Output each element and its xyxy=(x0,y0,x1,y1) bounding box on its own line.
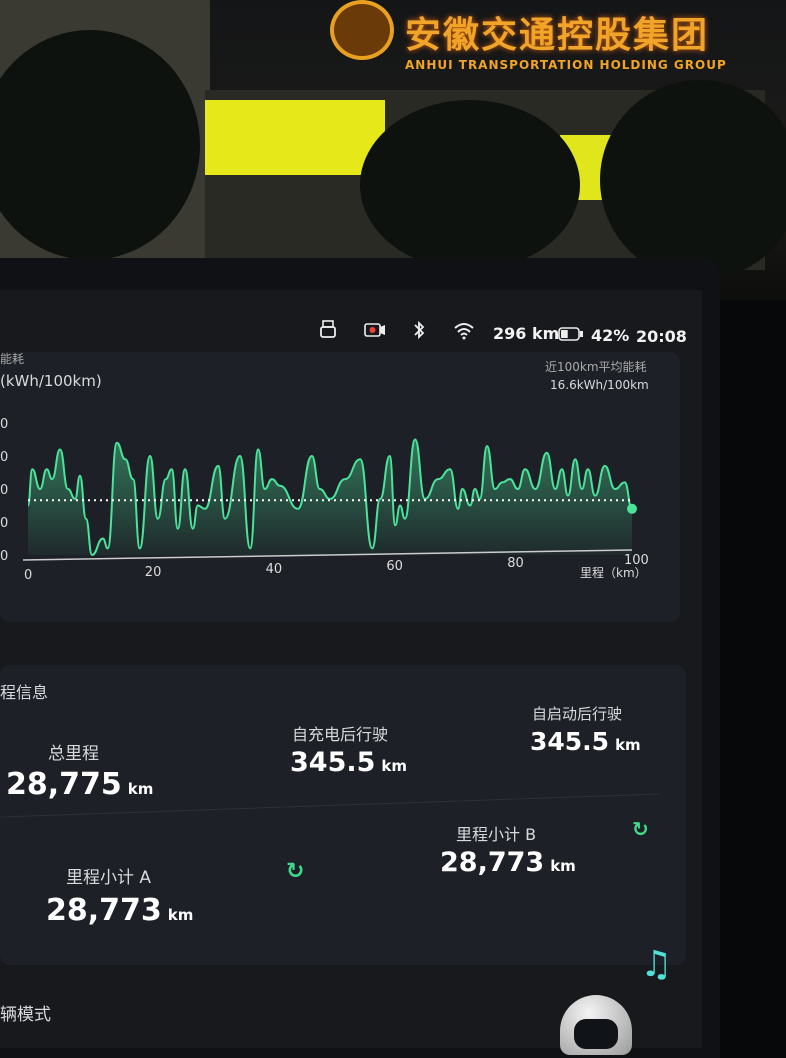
x-tick-label: 100 xyxy=(624,553,649,568)
company-logo xyxy=(330,0,394,60)
building-sign-subtitle: ANHUI TRANSPORTATION HOLDING GROUP xyxy=(405,58,727,72)
x-tick-label: 0 xyxy=(24,568,32,583)
tree xyxy=(0,30,200,260)
y-tick-label: 0 xyxy=(0,549,8,564)
x-tick-label: 40 xyxy=(266,562,283,577)
unit: km xyxy=(381,757,408,775)
x-tick-label: 80 xyxy=(507,556,524,571)
since-charge-label: 自充电后行驶 xyxy=(292,725,389,744)
clock: 20:08 xyxy=(636,327,687,346)
bluetooth-icon[interactable] xyxy=(412,320,426,340)
x-tick-label: 20 xyxy=(145,565,162,580)
chart-title: 能耗 xyxy=(0,352,25,366)
trip-b-label: 里程小计 B xyxy=(456,825,537,844)
total-mileage-value: 28,775 km xyxy=(6,767,153,802)
robot-face xyxy=(574,1019,618,1049)
shop-sign xyxy=(205,100,385,175)
assistant-robot-icon[interactable] xyxy=(560,995,632,1055)
y-tick-label: 0 xyxy=(0,417,8,432)
music-note-icon[interactable]: ♫ xyxy=(640,944,673,985)
battery-icon xyxy=(558,327,583,341)
trip-a-value: 28,773 km xyxy=(46,893,193,928)
building-sign-title: 安徽交通控股集团 xyxy=(405,15,710,56)
chart-line xyxy=(27,438,633,557)
vehicle-mode-title: 辆模式 xyxy=(0,1005,51,1025)
unit: km xyxy=(615,736,641,754)
value: 28,775 xyxy=(6,767,122,802)
background-scene: 安徽交通控股集团 ANHUI TRANSPORTATION HOLDING GR… xyxy=(0,0,786,300)
y-tick-label: 0 xyxy=(0,483,8,498)
trip-a-reset-icon[interactable]: ↻ xyxy=(286,859,305,884)
chart-area-fill xyxy=(28,439,632,555)
dashcam-recording-icon[interactable] xyxy=(364,323,386,337)
trip-info-title: 程信息 xyxy=(0,683,49,702)
tree xyxy=(600,80,786,280)
usb-icon xyxy=(320,320,336,338)
battery-percent: 42% xyxy=(591,326,630,345)
value: 28,773 xyxy=(46,893,162,928)
avg-consumption-label: 近100km平均能耗 xyxy=(545,360,647,374)
x-axis xyxy=(22,549,633,561)
range-readout: 296 km xyxy=(493,324,560,343)
total-mileage-label: 总里程 xyxy=(48,744,99,764)
trip-a-label: 里程小计 A xyxy=(66,868,152,888)
unit: km xyxy=(127,780,154,798)
y-tick-label: 0 xyxy=(0,450,8,465)
value: 345.5 xyxy=(530,727,610,756)
wifi-icon[interactable] xyxy=(453,322,475,340)
y-tick-label: 0 xyxy=(0,516,8,531)
x-tick-label: 60 xyxy=(386,559,403,574)
unit: km xyxy=(167,906,194,924)
avg-consumption-value: 16.6kWh/100km xyxy=(550,378,649,392)
since-start-value: 345.5 km xyxy=(530,727,641,756)
trip-info-panel: 程信息 总里程 28,775 km 自充电后行驶 345.5 km 自启动后行驶 3… xyxy=(0,665,686,965)
chart-unit-label: (kWh/100km) xyxy=(0,372,102,390)
value: 28,773 xyxy=(440,847,545,878)
x-axis-label: 里程（km） xyxy=(580,565,647,580)
trip-b-reset-icon[interactable]: ↻ xyxy=(632,817,649,841)
value: 345.5 xyxy=(290,747,376,778)
since-charge-value: 345.5 km xyxy=(290,747,407,778)
energy-consumption-chart: 0 20 40 60 80 100 0 0 0 0 0 里程（km） xyxy=(0,417,649,583)
trip-b-value: 28,773 km xyxy=(440,847,576,878)
since-start-label: 自启动后行驶 xyxy=(532,705,623,723)
chart-end-point xyxy=(627,503,637,514)
unit: km xyxy=(550,857,576,875)
tree xyxy=(360,100,580,270)
